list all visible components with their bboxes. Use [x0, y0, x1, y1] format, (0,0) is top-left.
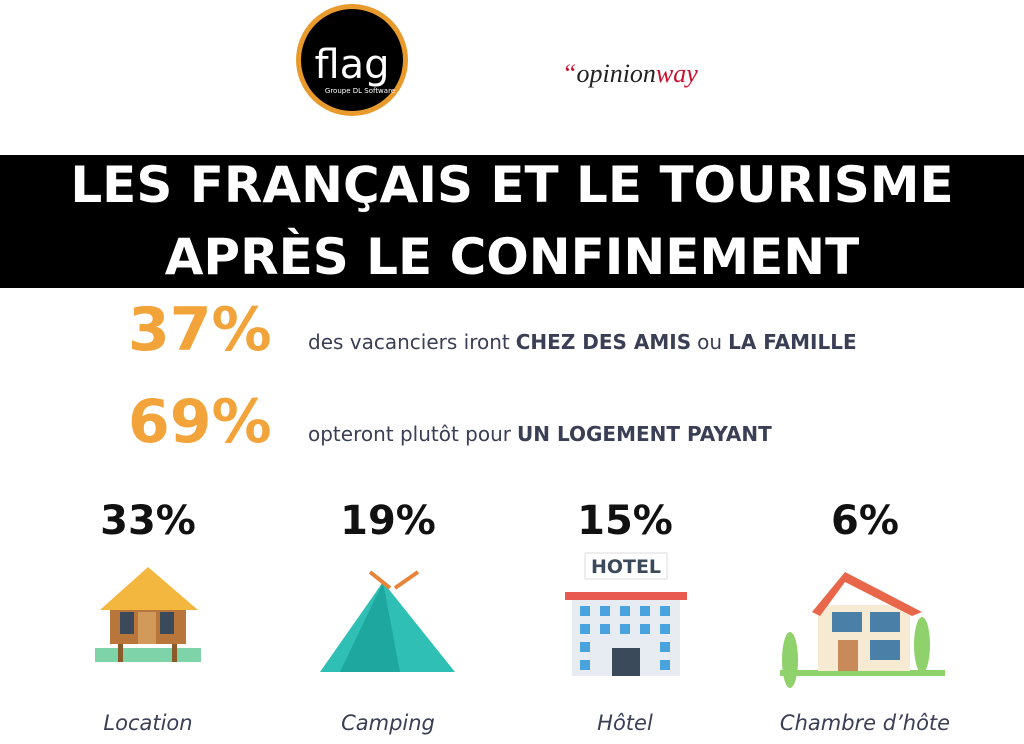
stat-phrase: ou — [697, 330, 722, 354]
accommodation-label: Hôtel — [597, 711, 653, 735]
stat-phrase: opteront plutôt pour — [308, 422, 512, 446]
accommodation-label: Chambre d’hôte — [780, 711, 950, 735]
title-band — [0, 155, 1024, 288]
house-icon — [780, 572, 945, 688]
hotel-icon: HOTEL — [565, 552, 687, 676]
accommodation-value: 33% — [100, 498, 196, 544]
stats: 37% des vacanciers iront CHEZ DES AMIS ou LA… — [128, 295, 857, 457]
stat-phrase: des vacanciers iront — [308, 330, 510, 354]
accommodation-label: Camping — [341, 711, 435, 735]
stat-value: 37% — [128, 295, 272, 365]
quote: “ — [562, 59, 576, 88]
tent-icon — [320, 570, 455, 672]
opinion: opinion — [576, 59, 655, 88]
stat-highlight: LA FAMILLE — [728, 330, 857, 354]
accommodation-label: Location — [103, 711, 192, 735]
way: way — [656, 59, 698, 88]
stat-text: opteront plutôt pour UN LOGEMENT PAYANT — [308, 422, 772, 446]
title-line: LES FRANÇAIS ET LE TOURISME — [70, 156, 953, 214]
accommodations: 33% Location 19% Camping 15% Hôtel 6% Chambre d… — [100, 498, 950, 735]
title-line: APRÈS LE CONFINEMENT — [165, 227, 860, 286]
accommodation-value: 15% — [577, 498, 673, 544]
stat-text: des vacanciers iront CHEZ DES AMIS ou LA FA… — [308, 330, 857, 354]
opinionway-logo: “opinionway — [562, 59, 698, 88]
stat-highlight: CHEZ DES AMIS — [516, 330, 691, 354]
stat-value: 69% — [128, 387, 272, 457]
hut-icon — [95, 567, 201, 662]
accommodation-value: 6% — [831, 498, 899, 544]
logo-text: flag — [314, 42, 389, 88]
logo-disc — [301, 9, 403, 111]
accommodation-value: 19% — [340, 498, 436, 544]
stat-highlight: UN LOGEMENT PAYANT — [517, 422, 772, 446]
hotel-sign: HOTEL — [591, 556, 661, 578]
logo-tagline: Groupe DL Software — [325, 87, 395, 95]
